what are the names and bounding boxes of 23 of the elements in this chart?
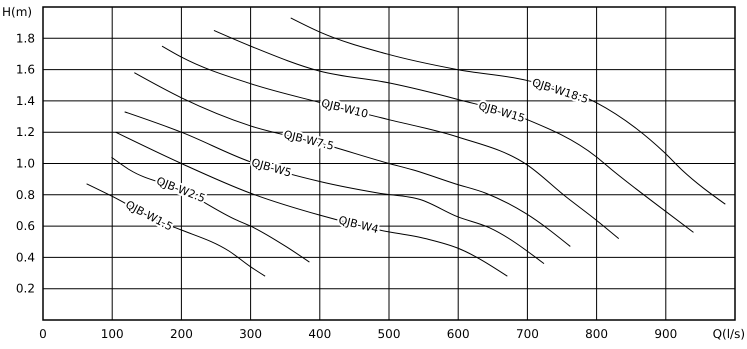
y-tick-label: 1.6 [16,62,35,77]
x-axis-title: Q(l/s) [712,327,745,341]
x-tick-label: 200 [170,327,193,341]
x-tick-label: 500 [378,327,400,341]
x-tick-label: 800 [585,327,608,341]
x-tick-label: 0 [39,327,47,341]
y-tick-label: 0.6 [16,219,35,234]
text: QJB-W5 [250,156,293,180]
x-tick-label: 600 [446,327,470,341]
x-tick-label: 300 [239,327,262,341]
text: QJB-W10 [320,96,370,121]
x-tick-label: 400 [308,327,332,341]
y-tick-label: 0.8 [16,188,35,202]
x-tick-label: 100 [100,327,124,341]
y-tick-label: 1.8 [16,31,35,46]
y-tick-label: 1.2 [16,125,35,140]
y-tick-label: 1.4 [16,94,35,108]
y-tick-label: 0.2 [16,282,35,296]
y-axis-title: H(m) [2,5,32,19]
y-tick-label: 0.4 [16,250,35,264]
y-tick-label: 1.0 [16,156,35,170]
x-tick-label: 700 [516,327,539,341]
x-tick-label: 900 [654,327,678,341]
